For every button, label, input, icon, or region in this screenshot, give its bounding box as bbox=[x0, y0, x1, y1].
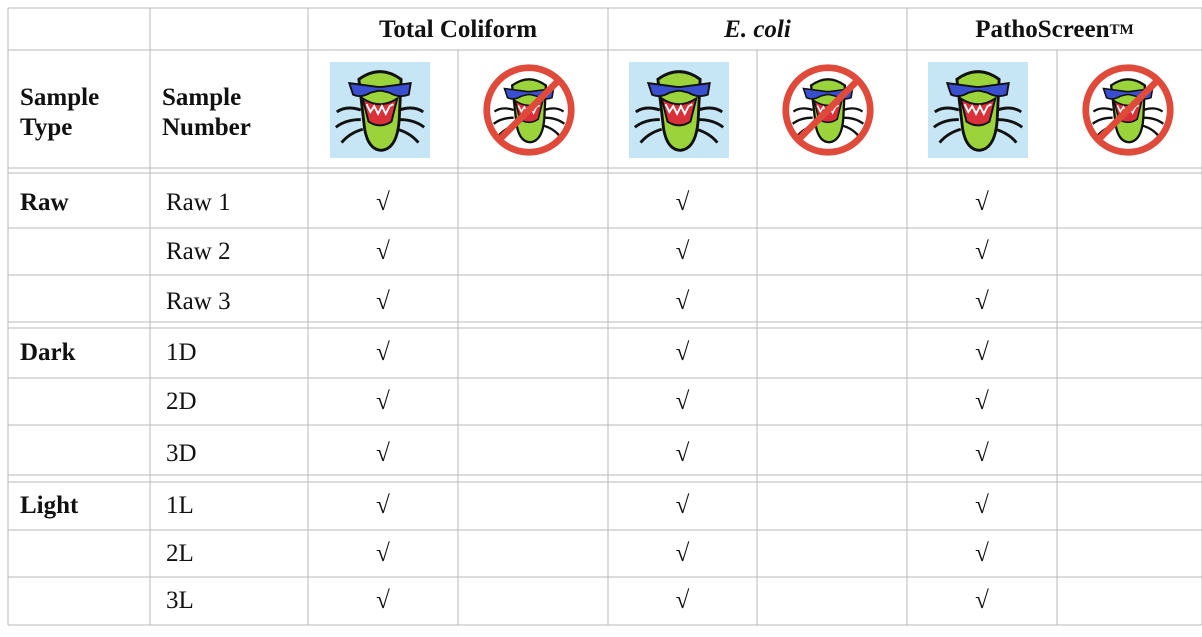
check-mark-text: √ bbox=[975, 492, 989, 519]
check-mark-text: √ bbox=[975, 189, 989, 216]
check-mark-text: √ bbox=[975, 287, 989, 315]
sample-type-text: Dark bbox=[20, 339, 76, 366]
check-mark-text: √ bbox=[975, 587, 989, 614]
bacteria-present-icon bbox=[629, 62, 729, 158]
check-mark: √ bbox=[308, 228, 458, 275]
check-mark: √ bbox=[608, 328, 757, 378]
sample-number: 1D bbox=[166, 328, 296, 378]
check-mark-text: √ bbox=[975, 439, 989, 467]
sample-number-text: Raw 1 bbox=[166, 189, 231, 216]
group-header: E. coli bbox=[608, 10, 907, 50]
group-header-text: PathoScreen bbox=[975, 16, 1110, 43]
check-mark: √ bbox=[308, 378, 458, 425]
check-mark-text: √ bbox=[675, 539, 690, 567]
check-mark: √ bbox=[907, 228, 1057, 275]
check-mark-text: √ bbox=[376, 587, 390, 614]
check-mark-text: √ bbox=[675, 189, 690, 216]
check-mark: √ bbox=[907, 275, 1057, 328]
column-header: Sample Number bbox=[162, 58, 262, 168]
column-header-text: Sample Number bbox=[162, 84, 251, 141]
check-mark: √ bbox=[907, 328, 1057, 378]
sample-number-text: 2L bbox=[166, 539, 194, 567]
check-mark: √ bbox=[608, 530, 757, 577]
check-mark: √ bbox=[608, 482, 757, 530]
sample-type-text: Light bbox=[20, 492, 79, 519]
check-mark: √ bbox=[907, 577, 1057, 625]
check-mark-text: √ bbox=[975, 237, 989, 265]
sample-number: Raw 2 bbox=[166, 228, 296, 275]
sample-number: 2D bbox=[166, 378, 296, 425]
check-mark: √ bbox=[907, 425, 1057, 482]
check-mark: √ bbox=[308, 482, 458, 530]
sample-type: Dark bbox=[20, 328, 150, 378]
check-mark-text: √ bbox=[975, 339, 989, 366]
check-mark: √ bbox=[608, 425, 757, 482]
group-header: PathoScreen TM bbox=[907, 10, 1202, 50]
check-mark-text: √ bbox=[376, 439, 390, 467]
sample-number-text: 1L bbox=[166, 492, 194, 519]
check-mark: √ bbox=[308, 328, 458, 378]
check-mark: √ bbox=[308, 577, 458, 625]
check-mark-text: √ bbox=[376, 237, 390, 265]
check-mark-text: √ bbox=[675, 492, 690, 519]
check-mark-text: √ bbox=[376, 339, 390, 366]
check-mark: √ bbox=[907, 530, 1057, 577]
check-mark-text: √ bbox=[975, 539, 989, 567]
group-header: Total Coliform bbox=[308, 10, 608, 50]
sample-number-text: 1D bbox=[166, 339, 197, 366]
check-mark-text: √ bbox=[675, 339, 690, 366]
sample-number: 2L bbox=[166, 530, 296, 577]
sample-type: Raw bbox=[20, 178, 150, 228]
sample-number-text: 3L bbox=[166, 587, 194, 614]
bacteria-present-icon bbox=[330, 62, 430, 158]
check-mark-text: √ bbox=[376, 189, 390, 216]
check-mark: √ bbox=[608, 378, 757, 425]
check-mark-text: √ bbox=[975, 387, 989, 415]
sample-type-text: Raw bbox=[20, 189, 69, 216]
sample-number-text: 3D bbox=[166, 439, 197, 467]
group-header-text: E. coli bbox=[724, 16, 791, 43]
check-mark-text: √ bbox=[675, 287, 690, 315]
check-mark: √ bbox=[608, 228, 757, 275]
check-mark: √ bbox=[608, 275, 757, 328]
sample-number-text: 2D bbox=[166, 387, 197, 415]
check-mark: √ bbox=[907, 378, 1057, 425]
bacteria-absent-icon bbox=[479, 62, 579, 158]
sample-number: 3D bbox=[166, 425, 296, 482]
check-mark: √ bbox=[308, 275, 458, 328]
sample-number: Raw 3 bbox=[166, 275, 296, 328]
sample-number: Raw 1 bbox=[166, 178, 296, 228]
check-mark-text: √ bbox=[376, 287, 390, 315]
check-mark: √ bbox=[608, 577, 757, 625]
check-mark-text: √ bbox=[376, 492, 390, 519]
sample-number: 1L bbox=[166, 482, 296, 530]
check-mark: √ bbox=[308, 530, 458, 577]
check-mark: √ bbox=[608, 178, 757, 228]
bacteria-absent-icon bbox=[1078, 62, 1178, 158]
check-mark-text: √ bbox=[376, 539, 390, 567]
check-mark-text: √ bbox=[675, 587, 690, 614]
bacteria-absent-icon bbox=[778, 62, 878, 158]
sample-number-text: Raw 2 bbox=[166, 237, 231, 265]
check-mark: √ bbox=[308, 178, 458, 228]
check-mark: √ bbox=[308, 425, 458, 482]
check-mark: √ bbox=[907, 482, 1057, 530]
trademark: TM bbox=[1109, 22, 1134, 38]
sample-type: Light bbox=[20, 482, 150, 530]
check-mark: √ bbox=[907, 178, 1057, 228]
check-mark-text: √ bbox=[675, 387, 690, 415]
group-header-text: Total Coliform bbox=[378, 16, 538, 43]
sample-number-text: Raw 3 bbox=[166, 287, 231, 315]
check-mark-text: √ bbox=[675, 237, 690, 265]
bacteria-present-icon bbox=[928, 62, 1028, 158]
check-mark-text: √ bbox=[376, 387, 390, 415]
column-header: Sample Type bbox=[20, 58, 120, 168]
check-mark-text: √ bbox=[675, 439, 690, 467]
sample-number: 3L bbox=[166, 577, 296, 625]
column-header-text: Sample Type bbox=[20, 84, 100, 141]
